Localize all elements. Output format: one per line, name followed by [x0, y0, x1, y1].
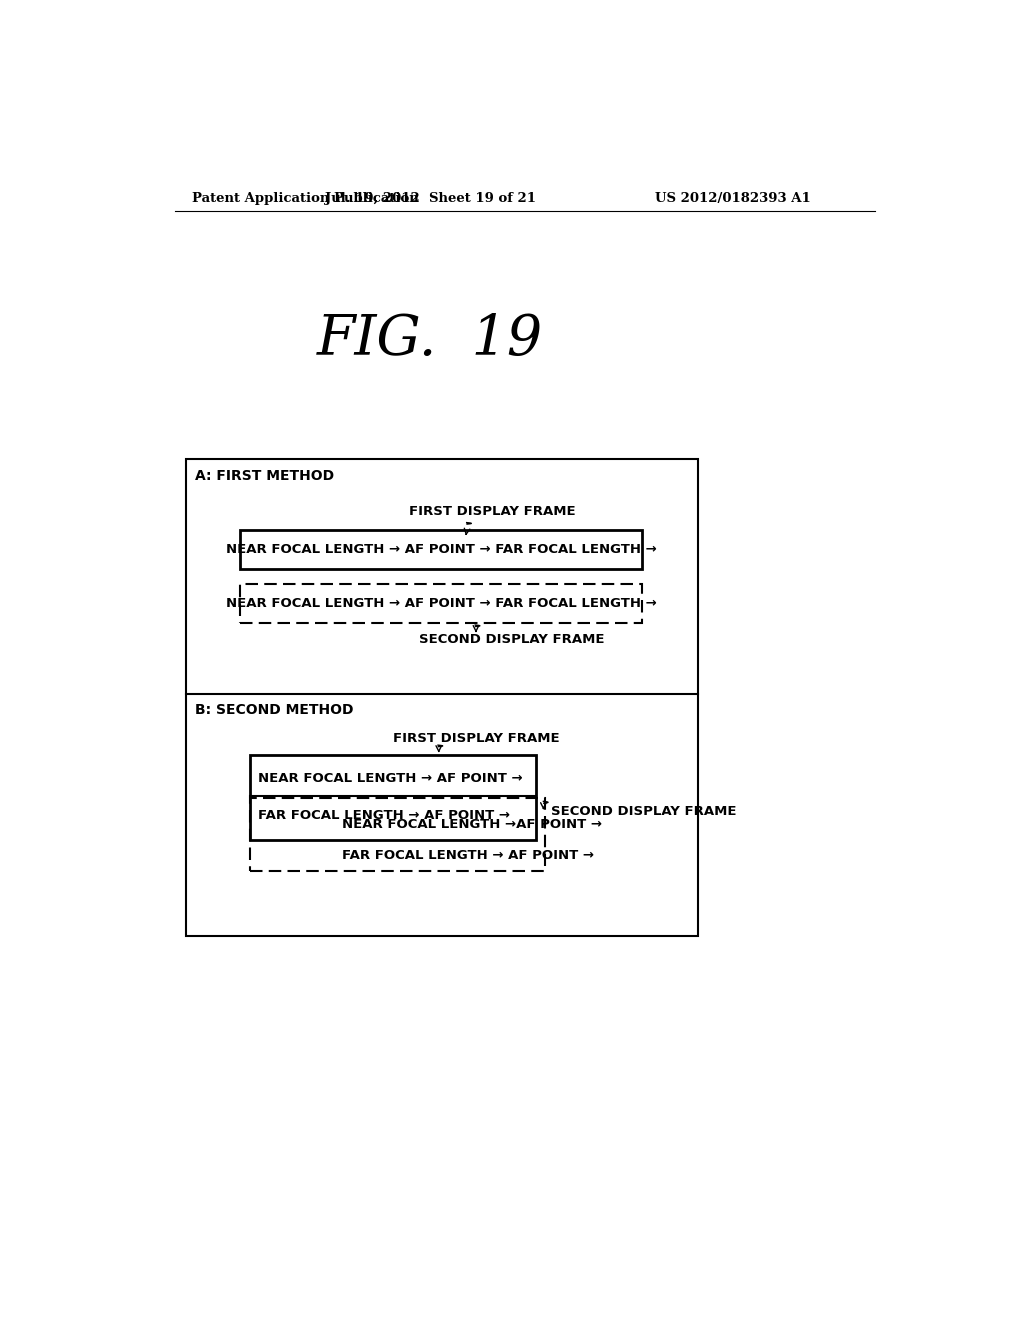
- Text: A: FIRST METHOD: A: FIRST METHOD: [196, 469, 335, 483]
- Text: FIG.  19: FIG. 19: [317, 312, 544, 367]
- Text: FAR FOCAL LENGTH → AF POINT →: FAR FOCAL LENGTH → AF POINT →: [258, 809, 510, 822]
- Text: Patent Application Publication: Patent Application Publication: [191, 191, 418, 205]
- Text: NEAR FOCAL LENGTH → AF POINT →: NEAR FOCAL LENGTH → AF POINT →: [258, 772, 523, 785]
- Text: US 2012/0182393 A1: US 2012/0182393 A1: [655, 191, 811, 205]
- Bar: [251, 797, 545, 871]
- Text: SECOND DISPLAY FRAME: SECOND DISPLAY FRAME: [419, 634, 604, 647]
- Text: NEAR FOCAL LENGTH → AF POINT → FAR FOCAL LENGTH →: NEAR FOCAL LENGTH → AF POINT → FAR FOCAL…: [225, 543, 656, 556]
- Bar: [241, 585, 642, 623]
- Text: NEAR FOCAL LENGTH → AF POINT → FAR FOCAL LENGTH →: NEAR FOCAL LENGTH → AF POINT → FAR FOCAL…: [225, 597, 656, 610]
- Text: Jul. 19, 2012  Sheet 19 of 21: Jul. 19, 2012 Sheet 19 of 21: [325, 191, 536, 205]
- Text: FIRST DISPLAY FRAME: FIRST DISPLAY FRAME: [409, 504, 575, 517]
- Bar: [186, 459, 697, 936]
- Bar: [241, 531, 642, 569]
- Text: FAR FOCAL LENGTH → AF POINT →: FAR FOCAL LENGTH → AF POINT →: [342, 849, 594, 862]
- Text: NEAR FOCAL LENGTH →AF POINT →: NEAR FOCAL LENGTH →AF POINT →: [342, 818, 602, 832]
- Text: B: SECOND METHOD: B: SECOND METHOD: [196, 704, 354, 718]
- Text: SECOND DISPLAY FRAME: SECOND DISPLAY FRAME: [551, 805, 736, 818]
- Bar: [251, 755, 536, 840]
- Text: FIRST DISPLAY FRAME: FIRST DISPLAY FRAME: [393, 731, 560, 744]
